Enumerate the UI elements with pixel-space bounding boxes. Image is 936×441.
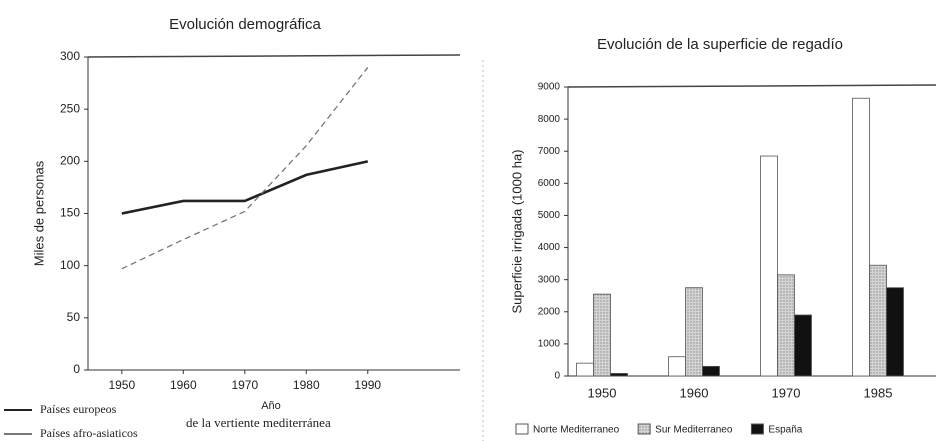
bar xyxy=(702,365,720,377)
x-tick-label: 1980 xyxy=(293,378,320,392)
y-tick-label: 4000 xyxy=(538,242,561,253)
legend-swatch xyxy=(750,423,764,435)
y-tick-label: 8000 xyxy=(538,114,561,125)
bar xyxy=(610,373,628,377)
y-tick-label: 0 xyxy=(554,371,560,382)
y-tick-label: 250 xyxy=(60,101,80,115)
y-axis-label: Miles de personas xyxy=(31,160,46,266)
legend-label: Países europeos xyxy=(40,402,117,416)
bar xyxy=(668,356,686,377)
legend-swatch xyxy=(637,423,651,435)
y-tick-label: 150 xyxy=(60,206,80,220)
bar xyxy=(593,293,611,377)
y-tick-label: 0 xyxy=(73,362,80,376)
top-frame xyxy=(567,84,936,88)
y-tick-label: 100 xyxy=(60,258,80,272)
y-tick-label: 200 xyxy=(60,154,80,168)
bar xyxy=(760,155,778,377)
chart-title: Evolución demográfica xyxy=(169,16,321,33)
bar xyxy=(869,264,887,377)
top-frame xyxy=(87,54,461,58)
y-tick-label: 2000 xyxy=(538,306,561,317)
x-axis-label: Año xyxy=(261,400,281,412)
bar xyxy=(794,314,812,377)
bar xyxy=(777,274,795,377)
x-tick-label: 1970 xyxy=(772,385,801,400)
series-line xyxy=(121,67,369,270)
y-tick-label: 5000 xyxy=(538,210,561,221)
x-tick-label: 1990 xyxy=(354,378,381,392)
y-tick-label: 3000 xyxy=(538,274,561,285)
legend-label: España xyxy=(768,425,802,436)
bar xyxy=(576,362,594,377)
series-line xyxy=(121,160,369,215)
legend-label: Norte Mediterraneo xyxy=(533,425,620,436)
chart-title: Evolución de la superficie de regadío xyxy=(597,36,843,53)
y-tick-label: 9000 xyxy=(538,82,561,93)
x-tick-label: 1960 xyxy=(170,378,197,392)
bar xyxy=(886,287,904,377)
y-tick-label: 1000 xyxy=(538,339,561,350)
legend-swatch xyxy=(515,423,529,435)
legend-label: Sur Mediterraneo xyxy=(655,425,733,436)
x-tick-label: 1970 xyxy=(231,378,258,392)
y-axis-label: Superficie irrigada (1000 ha) xyxy=(509,149,524,313)
x-tick-label: 1985 xyxy=(864,385,893,400)
y-tick-label: 300 xyxy=(60,49,80,63)
y-tick-label: 6000 xyxy=(538,178,561,189)
x-tick-label: 1950 xyxy=(588,385,617,400)
bar xyxy=(852,97,870,377)
x-tick-label: 1960 xyxy=(680,385,709,400)
y-tick-label: 50 xyxy=(67,310,81,324)
x-tick-label: 1950 xyxy=(108,378,135,392)
bar xyxy=(685,287,703,377)
y-tick-label: 7000 xyxy=(538,146,561,157)
note: de la vertiente mediterránea xyxy=(186,415,331,430)
legend-label: Países afro-asiaticos xyxy=(40,426,138,440)
